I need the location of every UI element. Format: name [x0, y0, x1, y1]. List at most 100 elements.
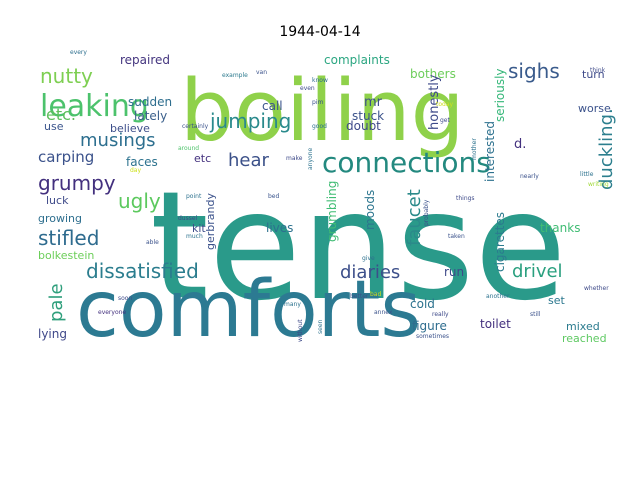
cloud-word: worse: [578, 102, 611, 115]
cloud-word: jumping: [209, 109, 291, 133]
cloud-word: anyone: [307, 147, 314, 170]
cloud-word: even: [300, 85, 315, 92]
cloud-word: cold: [410, 297, 435, 311]
cloud-word: set: [548, 294, 565, 307]
cloud-word: bolkestein: [38, 249, 94, 262]
cloud-word: things: [456, 195, 475, 202]
cloud-word: think: [590, 67, 606, 74]
cloud-word: figure: [412, 319, 447, 333]
cloud-word: hear: [228, 150, 270, 171]
cloud-word: honestly: [427, 74, 442, 130]
cloud-word: toilet: [480, 317, 511, 331]
cloud-word: believe: [110, 122, 150, 135]
cloud-word: carping: [38, 148, 94, 166]
cloud-word: tense: [150, 160, 567, 334]
cloud-word: van: [256, 69, 267, 76]
cloud-word: dussel: [178, 215, 198, 222]
cloud-word: stuck: [352, 109, 384, 123]
cloud-word: bad: [370, 291, 381, 298]
cloud-word: soon: [118, 295, 132, 302]
cloud-word: complaints: [324, 53, 390, 67]
cloud-word: musings: [80, 130, 156, 151]
cloud-word: get: [440, 117, 451, 124]
cloud-word: etc.: [46, 105, 76, 124]
cloud-word: mixed: [566, 320, 600, 333]
cloud-word: moods: [363, 190, 377, 230]
cloud-word: able: [146, 239, 159, 246]
cloud-word: lately: [134, 109, 167, 123]
chart-title: 1944-04-14: [279, 24, 361, 40]
cloud-word: today: [436, 101, 454, 108]
cloud-word: lying: [38, 327, 67, 341]
cloud-word: duckling.: [596, 108, 617, 190]
cloud-word: little: [580, 171, 594, 178]
cloud-word: connections: [322, 146, 491, 179]
cloud-word: luck: [46, 194, 69, 207]
cloud-word: ugly: [118, 189, 161, 213]
cloud-word: mr: [364, 95, 383, 110]
cloud-word: many: [284, 301, 301, 308]
cloud-word: day: [130, 167, 141, 174]
cloud-word: growing: [38, 212, 82, 225]
cloud-word: use: [44, 120, 64, 133]
cloud-word: doubt: [346, 119, 381, 133]
cloud-word: cigarettes: [493, 212, 507, 272]
cloud-word: annex: [374, 309, 393, 316]
cloud-word: better: [350, 293, 369, 300]
cloud-word: call: [262, 99, 283, 113]
cloud-word: every: [70, 49, 87, 56]
cloud-word: sighs: [508, 59, 560, 83]
cloud-word: comforts: [76, 265, 421, 355]
cloud-word: bed: [268, 193, 280, 200]
cloud-word: sudden: [128, 95, 172, 109]
cloud-word: still: [530, 311, 541, 318]
cloud-word: everyone: [98, 309, 126, 316]
cloud-word: bothers: [410, 67, 456, 81]
cloud-word: nutty: [40, 64, 93, 88]
cloud-word: faces: [126, 155, 158, 169]
cloud-word: grumpy: [38, 171, 116, 195]
cloud-word: much: [186, 233, 203, 240]
cloud-word: another: [486, 293, 510, 300]
cloud-word: lives: [266, 221, 293, 235]
cloud-word: run: [444, 265, 464, 279]
cloud-word: interested: [483, 121, 497, 182]
cloud-word: boiling: [180, 62, 465, 161]
cloud-word: grumbling: [325, 181, 339, 242]
cloud-word: diaries: [340, 262, 400, 283]
cloud-word: kit: [192, 222, 206, 235]
cloud-word: pale: [46, 283, 67, 322]
cloud-word: drivel: [512, 261, 563, 282]
cloud-word: know: [312, 77, 328, 84]
cloud-word: taken: [448, 233, 465, 240]
cloud-word: gerbrandy: [204, 193, 217, 250]
cloud-word: good: [312, 123, 327, 130]
cloud-word: sometimes: [416, 333, 449, 340]
cloud-word: leaking: [40, 89, 149, 124]
cloud-word: without: [297, 319, 304, 342]
cloud-word: nearly: [520, 173, 539, 180]
cloud-word: certainly: [182, 123, 209, 130]
cloud-word: really: [432, 311, 449, 318]
cloud-word: example: [222, 72, 248, 79]
cloud-word: turn: [582, 68, 605, 81]
cloud-word: probably: [423, 199, 430, 226]
cloud-word: faucet: [404, 189, 425, 246]
cloud-word: thanks: [540, 221, 580, 235]
cloud-word: etc: [194, 152, 211, 165]
cloud-word: make: [286, 155, 303, 162]
cloud-word: reached: [562, 332, 607, 345]
cloud-word: point: [186, 193, 202, 200]
cloud-word: repaired: [120, 53, 170, 67]
cloud-word: seriously: [493, 68, 507, 122]
cloud-word: seen: [317, 319, 324, 334]
cloud-word: whether: [584, 285, 609, 292]
cloud-word: around: [178, 145, 199, 152]
cloud-word: give: [362, 255, 375, 262]
cloud-word: pim: [312, 99, 323, 106]
cloud-word: mother: [471, 138, 478, 160]
cloud-word: writing: [588, 181, 609, 188]
cloud-word: d.: [514, 137, 526, 152]
cloud-word: dissatisfied: [86, 259, 199, 283]
